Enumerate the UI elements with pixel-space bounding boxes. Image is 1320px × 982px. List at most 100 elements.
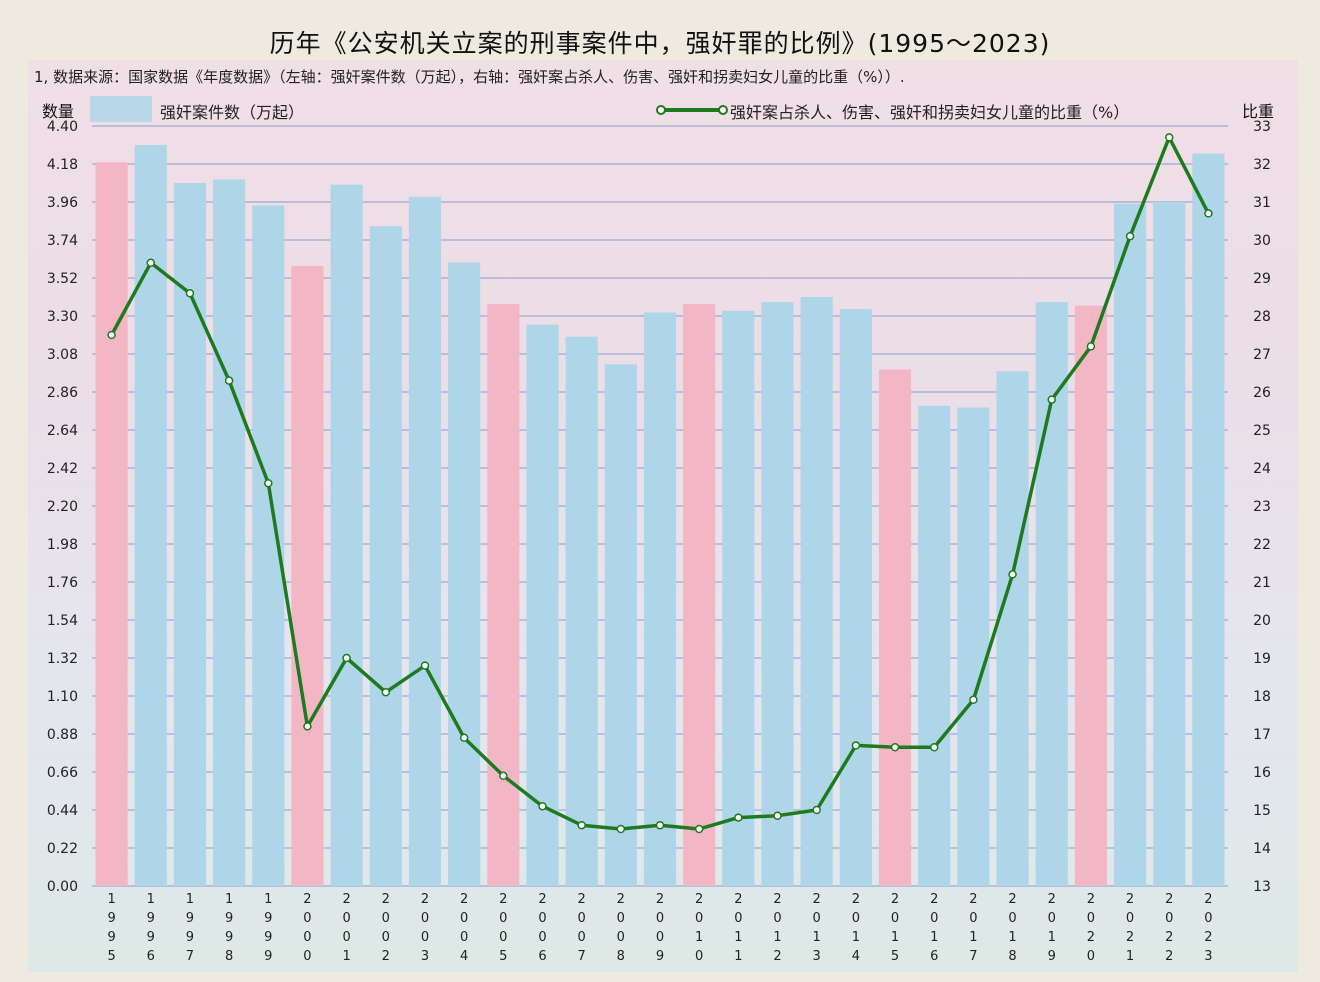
x-tick-label-2006: 0: [538, 930, 546, 945]
x-tick-label-2021: 1: [1126, 949, 1134, 964]
left-tick-label: 1.54: [47, 613, 78, 629]
x-tick-label-2020: 0: [1087, 949, 1095, 964]
x-tick-label-2002: 0: [382, 930, 390, 945]
bar-2008: [604, 364, 637, 886]
bar-2012: [761, 302, 794, 886]
line-point-2020: [1086, 342, 1096, 351]
x-tick-label-2009: 0: [656, 930, 664, 945]
line-point-1995: [107, 330, 116, 340]
x-tick-label-2014: 4: [852, 949, 860, 964]
bar-2020: [1074, 305, 1107, 886]
x-tick-label-1996: 6: [147, 949, 155, 964]
left-tick-label: 0.44: [47, 803, 78, 819]
x-tick-label-2018: 8: [1008, 949, 1016, 964]
line-point-2012: [773, 811, 782, 820]
x-tick-label-2007: 0: [578, 911, 586, 926]
x-tick-label-2019: 9: [1048, 949, 1056, 964]
left-tick-label: 4.40: [47, 119, 78, 135]
x-tick-label-2005: 5: [499, 949, 507, 964]
data-source-note: 1, 数据来源：国家数据《年度数据》（左轴：强奸案件数（万起），右轴：强奸案占杀…: [34, 68, 905, 86]
x-tick-label-2019: 1: [1048, 930, 1056, 945]
x-tick-label-2010: 2: [695, 892, 703, 907]
x-tick-label-2018: 1: [1008, 930, 1016, 945]
x-tick-label-2001: 0: [342, 930, 350, 945]
x-tick-label-2011: 2: [734, 892, 742, 907]
legend-bar-label: 强奸案件数（万起）: [160, 103, 305, 122]
x-tick-label-2000: 0: [303, 930, 311, 945]
right-tick-label: 15: [1253, 803, 1271, 819]
x-tick-label-1998: 9: [225, 930, 233, 945]
x-tick-label-2016: 1: [930, 930, 938, 945]
left-tick-label: 2.64: [47, 423, 78, 439]
x-tick-label-2017: 7: [969, 949, 977, 964]
x-tick-label-2013: 0: [813, 911, 821, 926]
x-tick-label-1999: 9: [264, 930, 272, 945]
x-tick-label-2023: 2: [1204, 892, 1212, 907]
x-tick-label-2017: 1: [969, 930, 977, 945]
x-tick-label-2001: 0: [342, 911, 350, 926]
line-point-1999: [264, 478, 273, 488]
x-tick-label-2014: 0: [852, 911, 860, 926]
x-tick-label-2004: 4: [460, 949, 468, 964]
right-tick-label: 26: [1253, 385, 1271, 401]
x-tick-label-1996: 9: [147, 911, 155, 926]
x-tick-label-2008: 2: [617, 892, 625, 907]
x-tick-label-2015: 0: [891, 911, 899, 926]
bar-1995: [95, 162, 128, 887]
bar-2018: [996, 371, 1029, 887]
x-tick-label-2000: 0: [303, 949, 311, 964]
left-tick-label: 3.74: [47, 233, 78, 249]
x-tick-label-2017: 2: [969, 892, 977, 907]
left-tick-label: 4.18: [47, 157, 78, 173]
right-tick-label: 30: [1253, 233, 1271, 249]
x-tick-label-2010: 0: [695, 949, 703, 964]
x-tick-label-2019: 2: [1048, 892, 1056, 907]
left-tick-label: 3.96: [47, 195, 78, 211]
x-tick-label-1995: 1: [107, 892, 115, 907]
x-tick-label-2003: 2: [421, 892, 429, 907]
x-tick-label-2023: 2: [1204, 930, 1212, 945]
x-tick-label-2009: 2: [656, 892, 664, 907]
x-tick-label-2019: 0: [1048, 911, 1056, 926]
right-tick-label: 18: [1253, 689, 1271, 705]
legend-line-dot-right: [718, 105, 728, 115]
right-tick-label: 16: [1253, 765, 1271, 781]
x-tick-label-2011: 0: [734, 911, 742, 926]
line-point-2023: [1204, 209, 1213, 218]
line-point-2007: [577, 820, 586, 830]
bar-2001: [330, 184, 363, 886]
line-point-1997: [185, 288, 195, 298]
line-point-2018: [1008, 570, 1017, 579]
x-tick-label-2004: 0: [460, 930, 468, 945]
x-tick-label-2002: 0: [382, 911, 390, 926]
x-tick-label-2017: 0: [969, 911, 977, 926]
x-tick-label-1995: 9: [107, 930, 115, 945]
right-tick-label: 23: [1253, 499, 1271, 515]
axis-layer: 0.00 0.22 0.44 0.66 0.88 1.10 1.32 1.54 1.76 1.98…: [47, 119, 1271, 964]
x-tick-label-2001: 1: [342, 949, 350, 964]
line-point-2015: [890, 743, 900, 752]
x-tick-label-2015: 5: [891, 949, 899, 964]
right-axis-label: 比重: [1242, 102, 1275, 121]
left-tick-label: 0.00: [47, 879, 78, 895]
x-tick-label-2012: 1: [773, 930, 781, 945]
bar-2004: [448, 262, 481, 886]
x-tick-label-2021: 2: [1126, 892, 1134, 907]
bar-2000: [291, 265, 324, 887]
x-tick-label-1997: 9: [186, 930, 194, 945]
line-point-2019: [1047, 395, 1056, 404]
bars-layer: [95, 145, 1225, 887]
bar-2006: [526, 324, 559, 886]
x-tick-label-1995: 5: [107, 949, 115, 964]
left-tick-label: 1.98: [47, 537, 78, 553]
right-tick-label: 24: [1253, 461, 1271, 477]
x-tick-label-2003: 0: [421, 930, 429, 945]
legend-line-label: 强奸案占杀人、伤害、强奸和拐卖妇女儿童的比重（%）: [730, 103, 1130, 122]
line-point-2005: [499, 771, 508, 781]
x-tick-label-2016: 2: [930, 892, 938, 907]
line-point-2022: [1164, 133, 1174, 142]
right-tick-label: 33: [1253, 119, 1271, 135]
x-tick-label-1998: 8: [225, 949, 233, 964]
left-tick-label: 0.88: [47, 727, 78, 743]
